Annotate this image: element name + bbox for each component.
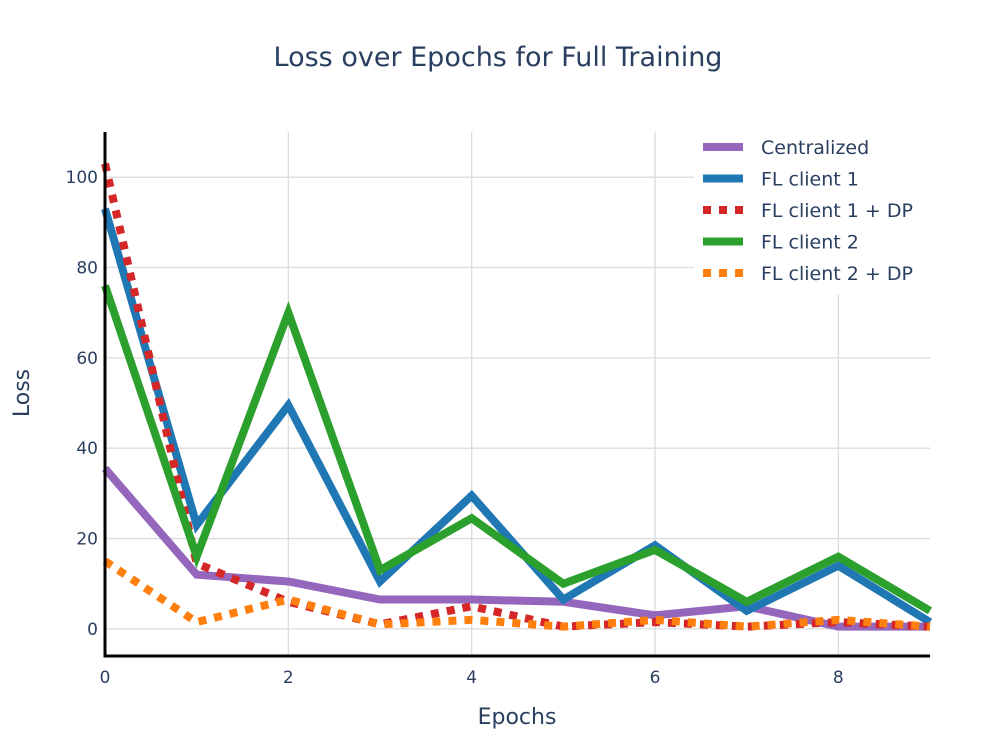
chart-title: Loss over Epochs for Full Training: [274, 42, 723, 73]
y-tick-label-0: 0: [87, 620, 98, 640]
x-axis-title: Epochs: [478, 705, 557, 730]
legend-label-fl-client-2: FL client 2: [761, 232, 859, 254]
legend-label-fl-client-1-dp: FL client 1 + DP: [761, 200, 913, 222]
series-line-centralized: [101, 465, 930, 631]
series-line-fl-client-2-dp: [102, 557, 931, 631]
y-axis-title: Loss: [10, 369, 35, 417]
y-tick-label-100: 100: [66, 168, 98, 188]
x-tick-label-4: 4: [466, 668, 477, 688]
legend-background: [694, 131, 930, 295]
y-tick-label-60: 60: [76, 349, 98, 369]
x-tick-label-8: 8: [833, 668, 844, 688]
x-tick-label-2: 2: [283, 668, 294, 688]
series-line-fl-client-2: [101, 284, 933, 615]
legend: Centralized FL client 1 FL client 1 + DP FL…: [694, 131, 930, 295]
legend-label-centralized: Centralized: [761, 137, 869, 159]
y-tick-label-80: 80: [76, 259, 98, 279]
axes: [103, 132, 930, 658]
y-tick-label-40: 40: [76, 439, 98, 459]
legend-label-fl-client-2-dp: FL client 2 + DP: [761, 263, 913, 285]
tick-labels: 0 20 40 60 80 100 0 2 4 6 8: [66, 168, 844, 688]
y-tick-label-20: 20: [76, 530, 98, 550]
legend-label-fl-client-1: FL client 1: [761, 169, 859, 191]
x-tick-label-6: 6: [650, 668, 661, 688]
x-tick-label-0: 0: [100, 668, 111, 688]
series-lines: [101, 162, 933, 631]
